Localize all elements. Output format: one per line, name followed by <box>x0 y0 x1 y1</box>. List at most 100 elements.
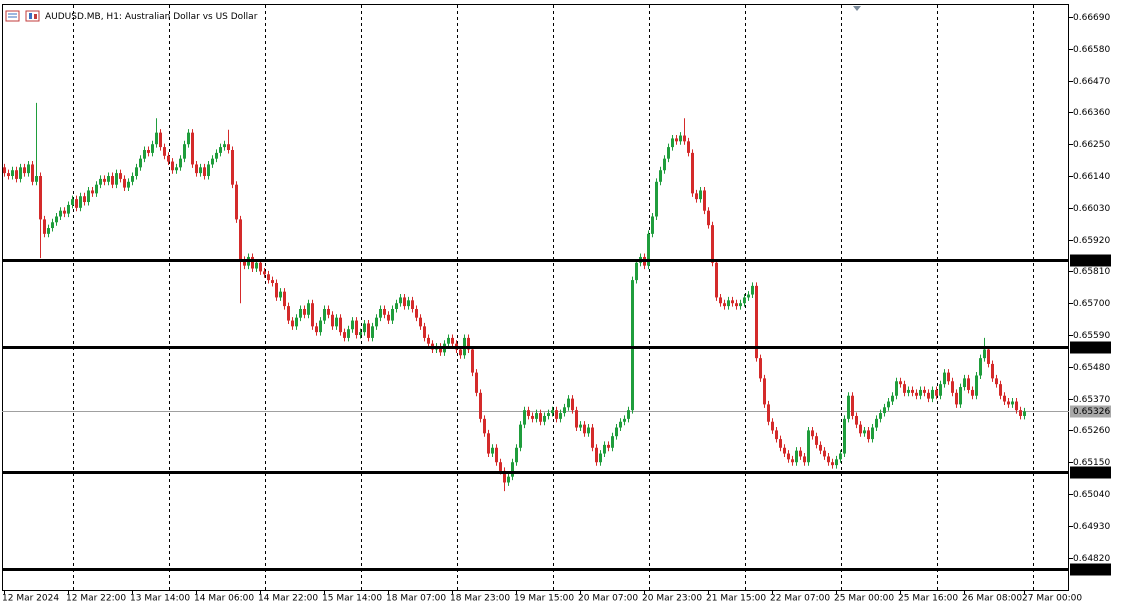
y-tick-label: 0.66140 <box>1073 172 1110 182</box>
candle-body <box>87 190 90 203</box>
icon <box>5 10 20 22</box>
candle-body <box>807 430 810 463</box>
candle-body <box>347 329 350 338</box>
candle-body <box>383 308 386 315</box>
level-box <box>1070 466 1111 479</box>
candle-body <box>107 176 110 182</box>
candle-body <box>271 280 274 283</box>
candle-body <box>591 427 594 448</box>
candle-body <box>15 170 18 179</box>
candle-body <box>211 158 214 165</box>
candle-body <box>763 378 766 405</box>
y-tick-label: 0.65700 <box>1073 299 1110 309</box>
y-tick-label: 0.66580 <box>1073 45 1110 55</box>
candle-body <box>239 219 242 260</box>
candle-body <box>231 149 234 185</box>
candle-body <box>27 164 30 174</box>
candle-body <box>459 349 462 356</box>
y-tick-label: 0.65480 <box>1073 363 1110 373</box>
candle-body <box>791 459 794 463</box>
candle-body <box>583 424 586 434</box>
candle-body <box>767 404 770 422</box>
candle-body <box>1011 401 1014 405</box>
candle-body <box>203 167 206 177</box>
candle-body <box>559 413 562 419</box>
x-tick-label: 18 Mar 23:00 <box>450 594 510 604</box>
candle-body <box>803 456 806 463</box>
candle-body <box>587 427 590 434</box>
candle-body <box>599 453 602 463</box>
candle-body <box>875 418 878 428</box>
candle-body <box>475 372 478 393</box>
candle-body <box>567 398 570 408</box>
candle-body <box>731 300 734 304</box>
candle-body <box>219 147 222 153</box>
candle-body <box>155 132 158 145</box>
candle-body <box>355 320 358 336</box>
level-label: 0.65550 <box>1073 343 1110 353</box>
candle-body <box>451 337 454 344</box>
candle-body <box>635 262 638 281</box>
candle-body <box>115 173 118 185</box>
candle-body <box>623 418 626 422</box>
candle-body <box>771 421 774 431</box>
x-tick-label: 18 Mar 07:00 <box>386 594 446 604</box>
candle-body <box>847 395 850 419</box>
candle-body <box>79 196 82 208</box>
candle-body <box>543 415 546 422</box>
candle-body <box>887 401 890 408</box>
candle-body <box>719 297 722 304</box>
candle-body <box>899 381 902 385</box>
candle-body <box>867 430 870 440</box>
candle-body <box>679 135 682 142</box>
candle-body <box>923 389 926 393</box>
candle-body <box>423 326 426 338</box>
candle-body <box>123 178 126 188</box>
candle-body <box>471 349 474 373</box>
candle-body <box>3 167 6 174</box>
candle-body <box>851 395 854 416</box>
candle-body <box>759 358 762 379</box>
candle-body <box>667 147 670 159</box>
candle-body <box>359 332 362 336</box>
icon-bar <box>34 14 37 19</box>
candle-body <box>171 161 174 171</box>
candle-body <box>571 398 574 411</box>
candle-body <box>871 427 874 440</box>
icon <box>25 10 40 22</box>
candle-body <box>779 439 782 448</box>
level-label: 0.65115 <box>1073 468 1110 478</box>
candle-body <box>439 346 442 353</box>
candle-body <box>775 430 778 440</box>
candle-body <box>407 300 410 307</box>
candle-body <box>551 410 554 414</box>
candle-body <box>1015 401 1018 411</box>
candle-body <box>387 314 390 321</box>
candle-body <box>503 470 506 483</box>
candle-body <box>363 323 366 333</box>
candle-body <box>491 447 494 454</box>
y-tick-label: 0.66690 <box>1073 13 1110 23</box>
x-tick-label: 21 Mar 15:00 <box>706 594 766 604</box>
candle-body <box>595 447 598 463</box>
candle-body <box>983 349 986 359</box>
candle-body <box>167 155 170 162</box>
candle-body <box>143 149 146 159</box>
y-tick-label: 0.66470 <box>1073 77 1110 87</box>
candle-body <box>615 427 618 437</box>
candle-body <box>295 317 298 327</box>
candle-body <box>479 392 482 419</box>
candle-body <box>819 444 822 451</box>
candle-body <box>151 144 154 153</box>
x-tick-label: 22 Mar 07:00 <box>770 594 830 604</box>
candle-body <box>959 387 962 405</box>
candle-body <box>199 167 202 174</box>
candle-body <box>331 314 334 327</box>
y-tick-label: 0.64930 <box>1073 522 1110 532</box>
candle-body <box>283 291 286 307</box>
candle-body <box>755 285 758 359</box>
candle-body <box>811 430 814 437</box>
level-label: 0.65850 <box>1073 256 1110 266</box>
candle-body <box>735 303 738 307</box>
